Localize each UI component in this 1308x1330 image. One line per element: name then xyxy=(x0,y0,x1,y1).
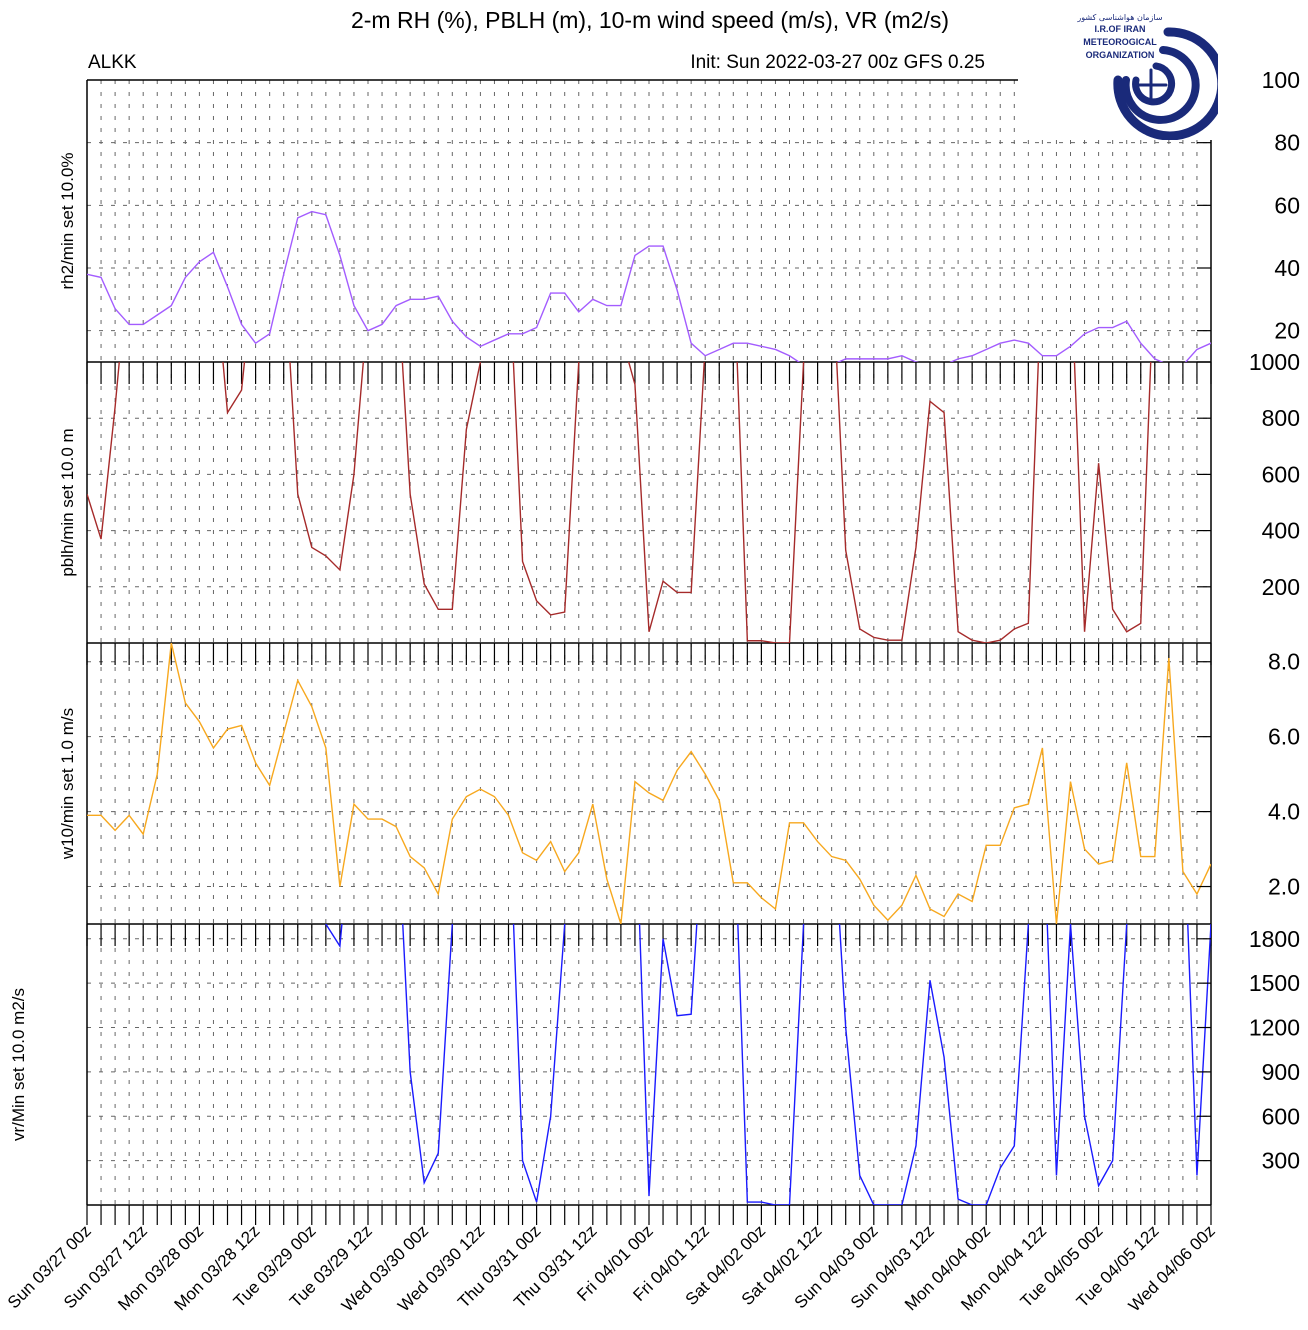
vr-y-tick-label: 1200 xyxy=(1249,1015,1300,1041)
vr-y-tick-label: 900 xyxy=(1262,1059,1300,1085)
init-label: Init: Sun 2022-03-27 00z GFS 0.25 xyxy=(690,52,985,73)
rh2-series-line xyxy=(87,210,1211,362)
vr-y-axis-label: vr/Min set 10.0 m2/s xyxy=(9,988,28,1141)
station-label: ALKK xyxy=(88,52,137,73)
logo-persian-text: سازمان هواشناسی کشور xyxy=(1076,13,1162,22)
w10-y-tick-label: 2.0 xyxy=(1268,874,1300,900)
pblh-y-tick-label: 600 xyxy=(1262,461,1300,487)
pblh-top-ticks xyxy=(86,362,1212,384)
organization-logo: سازمان هواشناسی کشور I.R.OF IRAN METEORO… xyxy=(1018,0,1227,141)
vr-panel: 300 600 900 1200 1500 1800 vr/Min set 10.0 m2/… xyxy=(9,924,1300,1206)
pblh-y-axis-label: pblh/min set 10.0 m xyxy=(58,428,77,576)
pblh-panel: 200 400 600 800 1000 pblh/min set 10.0 m xyxy=(58,349,1300,644)
vr-top-ticks xyxy=(86,924,1212,946)
rh2-y-tick-label: 40 xyxy=(1274,255,1300,281)
vr-y-tick-label: 1500 xyxy=(1249,970,1300,996)
w10-grid xyxy=(87,643,1211,924)
pblh-y-tick-label: 200 xyxy=(1262,574,1300,600)
pblh-y-tick-label: 800 xyxy=(1262,405,1300,431)
w10-y-tick-label: 8.0 xyxy=(1268,649,1300,675)
logo-emblem-icon: سازمان هواشناسی کشور I.R.OF IRAN METEORO… xyxy=(1076,13,1227,141)
rh2-grid xyxy=(87,80,1211,362)
vr-y-tick-label: 600 xyxy=(1262,1103,1300,1129)
w10-top-ticks xyxy=(86,643,1212,665)
rh2-y-tick-label: 100 xyxy=(1262,67,1300,93)
w10-y-tick-label: 4.0 xyxy=(1268,799,1300,825)
vr-y-tick-label: 300 xyxy=(1262,1148,1300,1174)
rh2-y-tick-label: 60 xyxy=(1274,192,1300,218)
pblh-y-tick-label: 400 xyxy=(1262,518,1300,544)
w10-panel: 2.0 4.0 6.0 8.0 w10/min set 1.0 m/s xyxy=(58,643,1300,925)
vr-y-tick-label: 1800 xyxy=(1249,926,1300,952)
w10-y-axis-label: w10/min set 1.0 m/s xyxy=(58,708,77,860)
rh2-y-tick-label: 20 xyxy=(1274,318,1300,344)
pblh-y-tick-label: 1000 xyxy=(1249,349,1300,375)
vr-grid xyxy=(87,924,1211,1205)
w10-series-line xyxy=(87,643,1211,924)
logo-line1: I.R.OF IRAN xyxy=(1095,24,1146,34)
rh2-y-tick-label: 80 xyxy=(1274,130,1300,156)
w10-y-tick-label: 6.0 xyxy=(1268,724,1300,750)
pblh-series-line xyxy=(87,362,1152,643)
rh2-y-axis-label: rh2/min set 10.0% xyxy=(58,152,77,289)
logo-line3: ORGANIZATION xyxy=(1086,50,1155,60)
panels-group: 20 40 60 80 100 rh2/min set 10.0% 200 400 600 800… xyxy=(9,67,1300,1206)
pblh-grid xyxy=(87,362,1211,643)
logo-line2: METEOROGICAL xyxy=(1083,37,1157,47)
chart-title: 2-m RH (%), PBLH (m), 10-m wind speed (m… xyxy=(351,7,949,33)
vr-series-line xyxy=(325,924,1211,1205)
